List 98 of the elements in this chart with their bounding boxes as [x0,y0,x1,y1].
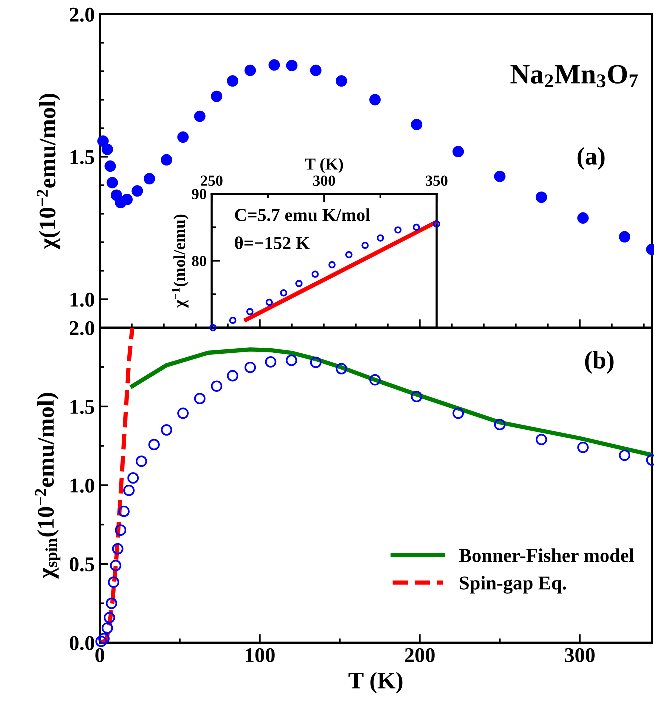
y-tick-label: 1.0 [70,478,94,493]
point [286,60,298,72]
point [110,560,122,572]
y-tick-label: 1.0 [70,292,94,307]
y-tick-label: 0.5 [70,558,94,572]
point [229,316,237,324]
y-tick-label: 80 [192,256,206,266]
point [144,173,156,185]
point [96,636,108,648]
point [102,622,114,634]
x-tick-label: 300 [314,176,336,186]
point [128,472,140,484]
point [286,354,298,366]
point [104,612,116,624]
point [112,543,124,555]
point [328,261,336,269]
point [336,75,348,87]
point [346,251,353,259]
x-tick-label: 200 [405,648,435,662]
y-tick-label: 2.0 [70,8,94,22]
point [123,484,135,496]
point [370,94,381,106]
point [106,177,118,189]
annotation: C=5.7 emu K/mol [235,208,370,222]
point [106,598,118,610]
y-axis-title: χ$^{−1}$(mol/emu) [172,214,189,308]
point [211,90,223,102]
x-tick-label: 250 [201,176,223,186]
point [536,434,548,446]
point [115,524,127,536]
point [210,324,217,332]
point [377,234,384,242]
point [619,450,631,462]
y-tick-label: 2.0 [70,321,94,336]
point [394,226,402,234]
point [98,136,109,147]
point [296,280,303,288]
point [370,374,381,386]
x-tick-label: 350 [426,176,448,186]
point [494,170,506,182]
point [122,194,133,206]
point [578,212,589,224]
point [148,439,160,451]
point [362,242,369,250]
point [433,220,440,228]
x-axis-title: T (K) [305,158,344,174]
y-tick-label: 1.5 [70,150,94,164]
x-tick-label: 100 [246,648,275,662]
point [136,456,148,468]
point [104,160,116,172]
legend-label: Spin-gap Eq. [460,576,566,594]
point [161,424,172,436]
point [310,356,322,368]
point [211,380,223,392]
point [194,110,206,122]
annotation: θ=−152 K [235,236,310,250]
annotation: Na$_{2}$Mn$_{3}$O$_{7}$ [510,65,638,88]
point [312,270,319,278]
y-tick-label: 1.5 [70,400,94,414]
annotation: (a) [578,147,605,170]
point [411,119,423,130]
point [578,442,589,454]
point [102,144,114,156]
y-axis-title: χ$_{spin}$(10$^{−2}$emu/mol) [35,393,61,579]
point [178,132,189,144]
y-tick-label: 0.0 [70,636,94,650]
point [494,419,506,431]
point [280,290,288,297]
point [268,60,280,71]
point [246,308,254,316]
point [266,298,274,306]
point [411,391,423,402]
x-tick-label: 300 [565,648,595,662]
point [413,224,420,232]
point [108,576,120,588]
y-axis-title: χ(10$^{−2}$emu/mol) [36,94,61,250]
point [310,64,322,76]
point [227,75,239,87]
point [194,393,206,405]
point [536,192,548,204]
point [132,185,144,197]
legend-label: Bonner-Fisher model [459,548,634,562]
point [227,370,239,382]
point [161,154,172,166]
y-tick-label: 90 [192,189,206,200]
point [178,408,189,420]
x-axis-title: T (K) [348,672,403,694]
annotation: (b) [585,351,614,374]
point [452,146,464,158]
point [619,231,631,243]
point [118,506,130,518]
point [244,362,256,374]
point [336,363,348,375]
point [452,408,464,420]
point [98,633,110,645]
x-tick-label: 0 [96,648,104,662]
point [265,356,277,368]
point [244,64,256,76]
